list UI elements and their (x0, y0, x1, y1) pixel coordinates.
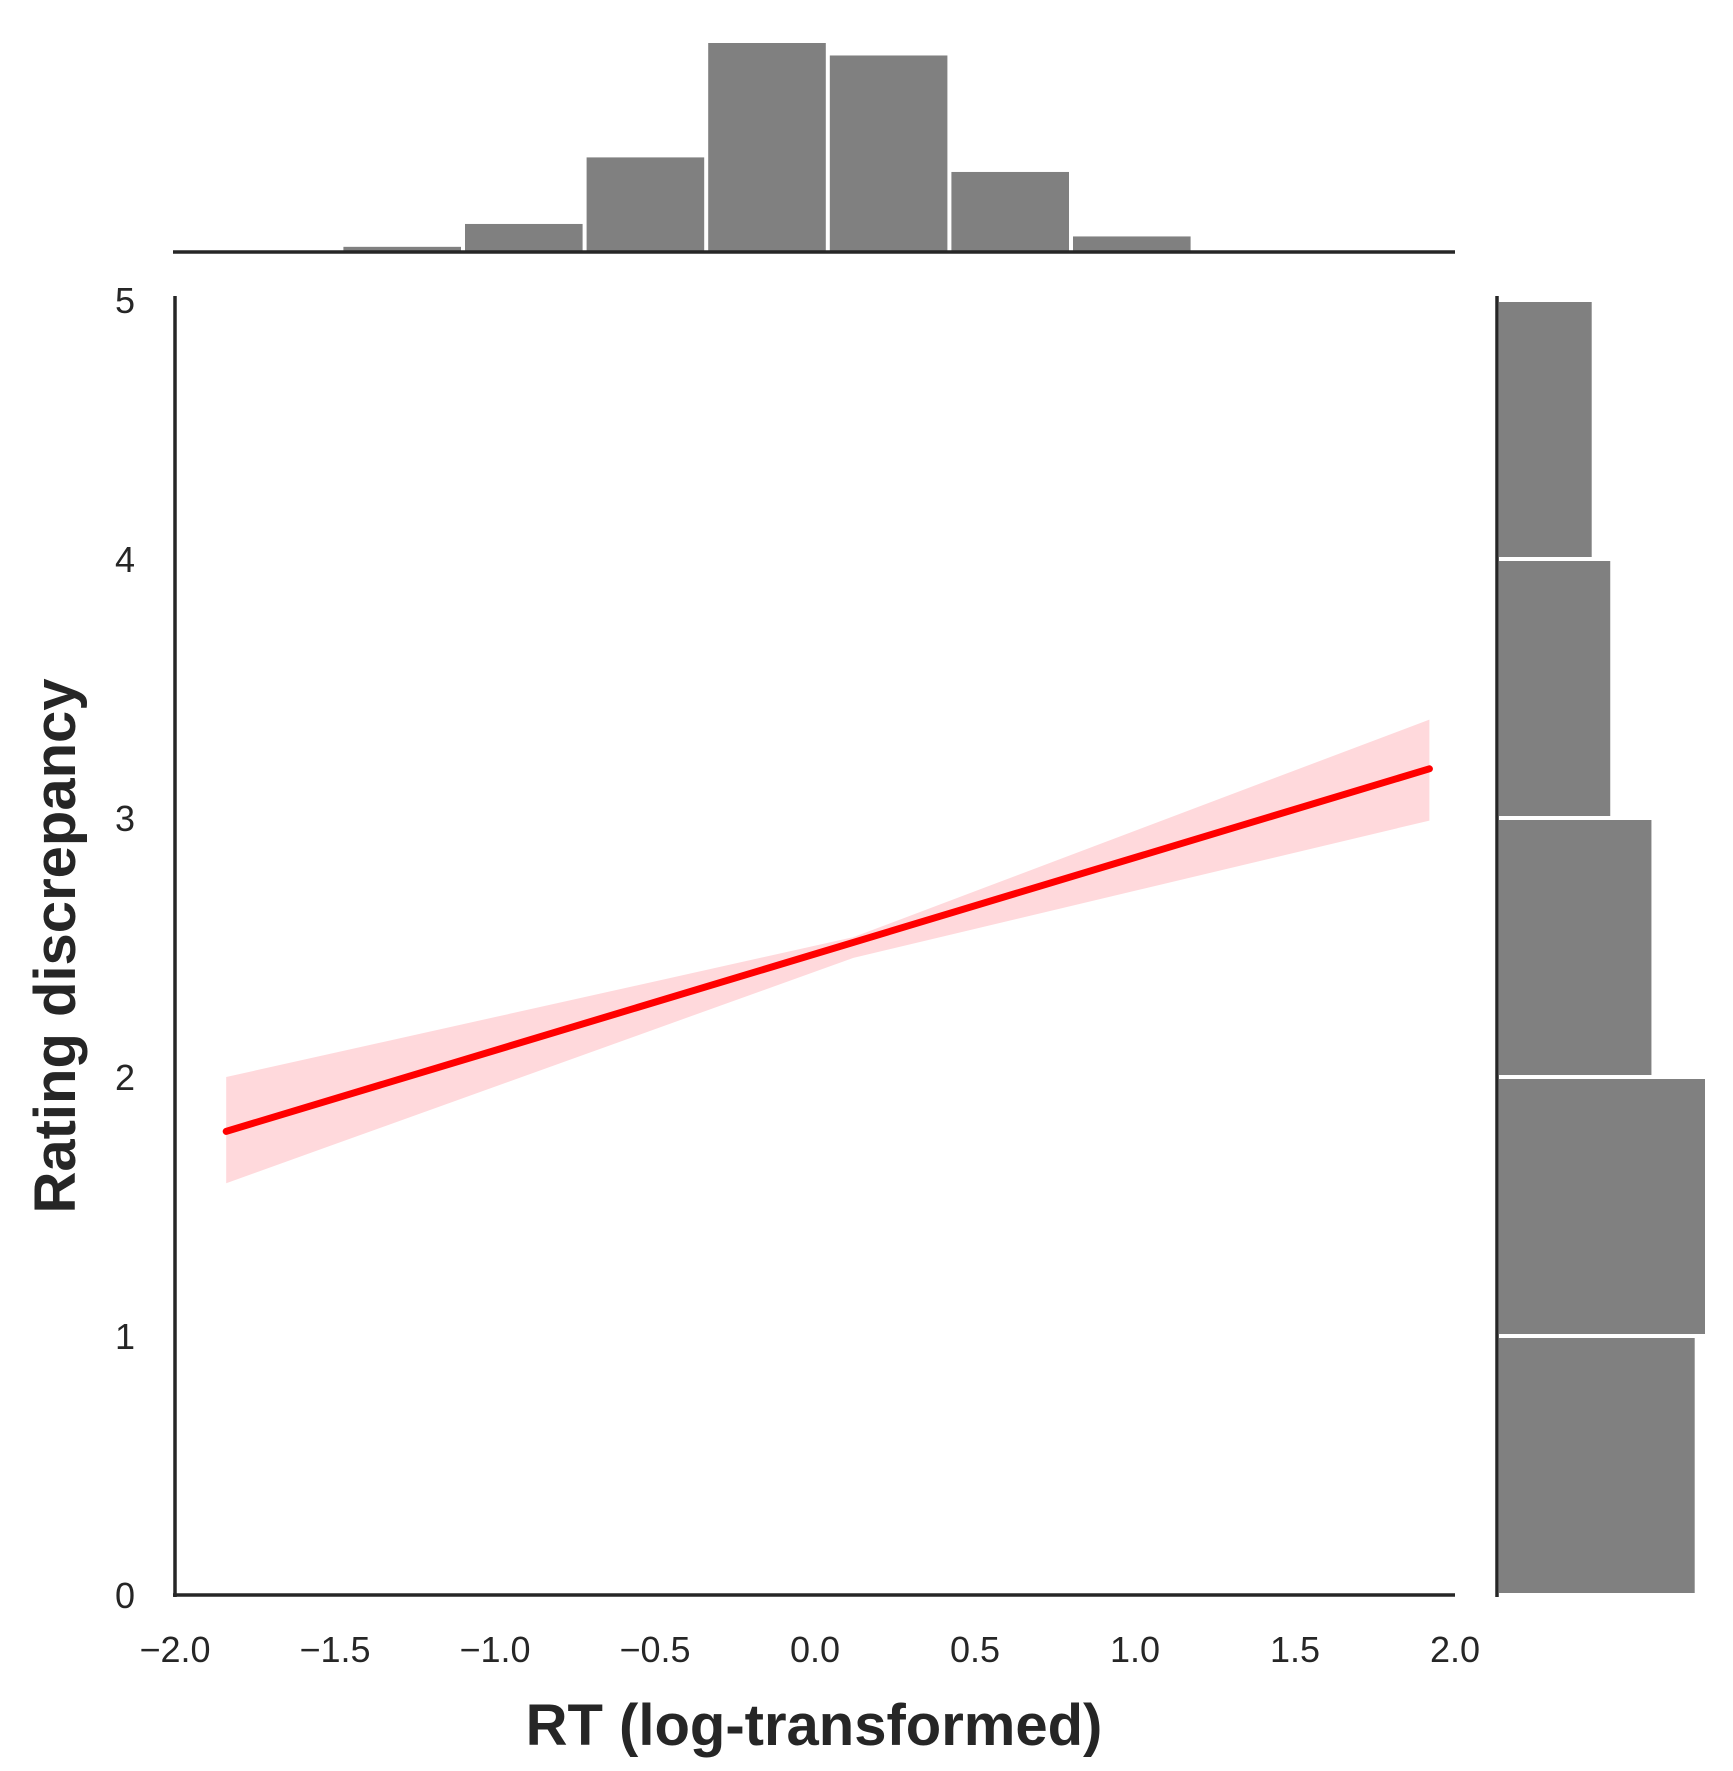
top-histogram-bar (465, 223, 583, 251)
right-histogram-bar (1499, 1079, 1705, 1334)
right-histogram-bar (1499, 561, 1611, 816)
right-histogram-bar (1499, 302, 1592, 557)
top-histogram-bar (829, 55, 948, 252)
x-tick-label: 1.0 (1110, 1629, 1160, 1670)
x-tick-label: 1.5 (1270, 1629, 1320, 1670)
y-tick-label: 4 (115, 539, 135, 580)
top-histogram-bar (586, 157, 705, 251)
y-tick-label: 5 (115, 280, 135, 321)
x-tick-label: 0.5 (950, 1629, 1000, 1670)
regression-line (222, 765, 1433, 1135)
x-tick-label: 0.0 (790, 1629, 840, 1670)
y-axis-ticks: 0 1 2 3 4 5 (115, 280, 135, 1616)
right-histogram-bar (1499, 1338, 1695, 1593)
y-tick-label: 0 (115, 1575, 135, 1616)
top-histogram-bar (708, 43, 826, 251)
top-marginal-histogram (343, 43, 1191, 252)
x-tick-label: −1.0 (459, 1629, 530, 1670)
top-histogram-bar (951, 171, 1069, 251)
top-histogram-bar (1073, 236, 1191, 251)
x-tick-label: −1.5 (299, 1629, 370, 1670)
top-histogram-bar (343, 246, 461, 251)
y-tick-label: 2 (115, 1057, 135, 1098)
y-tick-label: 1 (115, 1316, 135, 1357)
x-axis-ticks: −2.0 −1.5 −1.0 −0.5 0.0 0.5 1.0 1.5 2.0 (139, 1629, 1480, 1670)
x-tick-label: 2.0 (1430, 1629, 1480, 1670)
main-plot: −2.0 −1.5 −1.0 −0.5 0.0 0.5 1.0 1.5 2.0 0 1 2 3 4 5 R… (23, 280, 1480, 1758)
y-axis-title: Rating discrepancy (23, 678, 88, 1213)
x-tick-label: −0.5 (619, 1629, 690, 1670)
x-axis-title: RT (log-transformed) (526, 1693, 1103, 1758)
x-tick-label: −2.0 (139, 1629, 210, 1670)
right-histogram-bar (1499, 820, 1652, 1075)
right-marginal-histogram (1499, 302, 1705, 1593)
y-tick-label: 3 (115, 798, 135, 839)
